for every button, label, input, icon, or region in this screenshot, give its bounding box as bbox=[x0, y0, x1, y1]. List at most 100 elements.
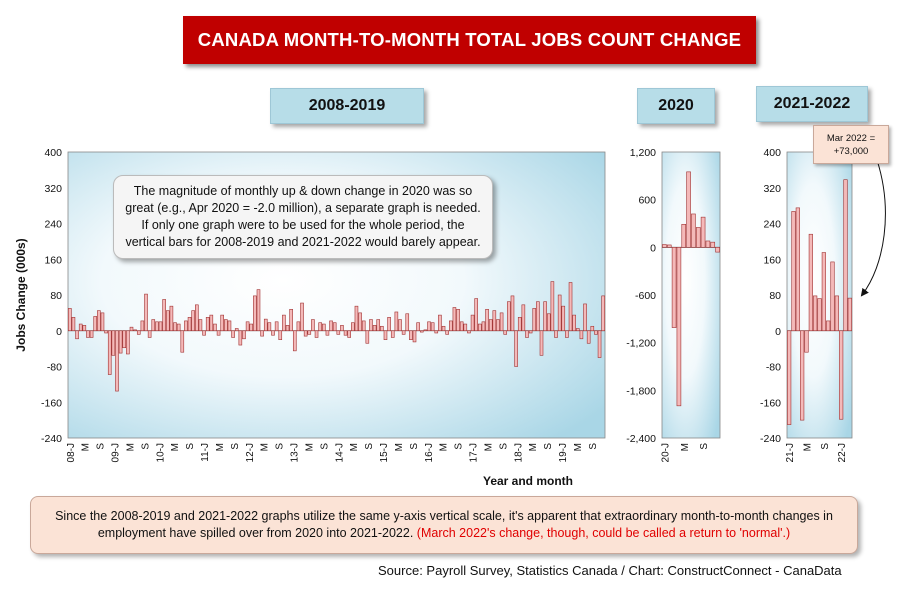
bar bbox=[430, 322, 435, 332]
bar bbox=[358, 312, 362, 332]
plot-area bbox=[661, 151, 721, 439]
bar bbox=[311, 319, 315, 332]
annotation-arrow bbox=[860, 159, 886, 297]
bar bbox=[184, 320, 188, 332]
bar bbox=[136, 330, 141, 335]
x-tick-label: S bbox=[543, 443, 554, 450]
bar bbox=[209, 314, 214, 332]
bar bbox=[122, 330, 127, 349]
bar bbox=[289, 308, 293, 332]
x-tick-label: M bbox=[170, 443, 181, 451]
bar bbox=[499, 312, 504, 332]
march-note-line-1: Mar 2022 = bbox=[826, 132, 876, 144]
bar bbox=[705, 240, 711, 248]
bar bbox=[329, 320, 333, 332]
bar bbox=[68, 308, 72, 332]
bar bbox=[227, 320, 232, 332]
bar bbox=[834, 295, 839, 332]
bar bbox=[144, 293, 148, 332]
x-tick-label: M bbox=[304, 443, 315, 451]
bar bbox=[78, 323, 83, 332]
bar bbox=[307, 330, 312, 335]
bar bbox=[111, 330, 116, 356]
bar bbox=[318, 322, 322, 332]
bottom-note: Since the 2008-2019 and 2021-2022 graphs… bbox=[30, 496, 858, 554]
x-tick-label: M bbox=[680, 443, 691, 451]
bar bbox=[343, 330, 348, 336]
bar bbox=[336, 330, 341, 335]
bar bbox=[546, 313, 551, 332]
y-tick-label: -600 bbox=[635, 290, 656, 302]
x-tick-label: 12-J bbox=[245, 443, 256, 462]
bar bbox=[554, 330, 558, 338]
bar bbox=[158, 321, 163, 332]
x-tick-label: S bbox=[275, 443, 286, 450]
bar bbox=[274, 321, 279, 332]
bar bbox=[800, 330, 805, 421]
bar bbox=[165, 310, 170, 332]
bar bbox=[528, 330, 533, 334]
bar bbox=[409, 330, 413, 340]
bar bbox=[271, 330, 275, 336]
y-tick-label: 160 bbox=[763, 254, 781, 266]
x-tick-label: 22-J bbox=[837, 443, 848, 462]
bar bbox=[449, 320, 453, 332]
x-tick-label: S bbox=[409, 443, 420, 450]
bar bbox=[147, 330, 152, 338]
y-tick-label: -1,800 bbox=[626, 385, 656, 397]
bar bbox=[795, 207, 800, 332]
chart-title: CANADA MONTH-TO-MONTH TOTAL JOBS COUNT C… bbox=[183, 16, 756, 64]
bar bbox=[525, 330, 529, 338]
bar bbox=[205, 317, 210, 332]
bar bbox=[133, 329, 137, 332]
source-line: Source: Payroll Survey, Statistics Canad… bbox=[378, 563, 842, 578]
bar bbox=[314, 330, 319, 338]
bar bbox=[202, 330, 206, 336]
bar bbox=[340, 325, 344, 332]
bar bbox=[126, 330, 130, 355]
x-tick-label: S bbox=[230, 443, 241, 450]
bar bbox=[387, 317, 391, 332]
bar bbox=[485, 308, 489, 332]
x-tick-label: S bbox=[588, 443, 599, 450]
bar bbox=[151, 319, 156, 332]
bar bbox=[238, 330, 243, 346]
bar bbox=[532, 308, 537, 332]
bar bbox=[539, 330, 544, 356]
bar bbox=[843, 179, 848, 332]
bar bbox=[347, 330, 351, 338]
bar bbox=[601, 295, 605, 332]
bar bbox=[303, 330, 308, 337]
panel-title-2008-2019: 2008-2019 bbox=[270, 88, 424, 124]
bar bbox=[804, 330, 809, 353]
x-tick-label: S bbox=[454, 443, 465, 450]
callout-box: The magnitude of monthly up & down chang… bbox=[113, 175, 493, 259]
bar bbox=[260, 330, 264, 337]
bar bbox=[590, 325, 595, 332]
y-tick-label: -160 bbox=[760, 397, 781, 409]
x-tick-label: S bbox=[820, 443, 831, 450]
x-tick-label: 16-J bbox=[424, 443, 435, 462]
bar bbox=[456, 308, 460, 332]
chart-2021-2022: 400 320 240 160 80 0 -80 -160 -240 21-J M S 22-J bbox=[760, 147, 853, 462]
bar bbox=[666, 244, 672, 248]
march-2022-note: Mar 2022 = +73,000 bbox=[813, 125, 889, 164]
x-tick-label: 08-J bbox=[66, 443, 77, 462]
bar bbox=[231, 330, 235, 338]
bar bbox=[332, 322, 337, 332]
bar bbox=[140, 320, 145, 332]
bar bbox=[176, 323, 181, 332]
y-tick-label: -80 bbox=[47, 362, 62, 374]
bar bbox=[249, 323, 254, 332]
bar bbox=[300, 302, 304, 332]
bar bbox=[325, 330, 330, 336]
bar bbox=[220, 314, 224, 332]
bar bbox=[503, 330, 508, 335]
y-tick-label: 240 bbox=[763, 219, 781, 231]
x-tick-label: S bbox=[140, 443, 151, 450]
bar bbox=[597, 330, 602, 358]
bar bbox=[129, 326, 134, 332]
bar bbox=[107, 330, 112, 375]
bar bbox=[575, 328, 580, 332]
bar bbox=[686, 171, 691, 248]
